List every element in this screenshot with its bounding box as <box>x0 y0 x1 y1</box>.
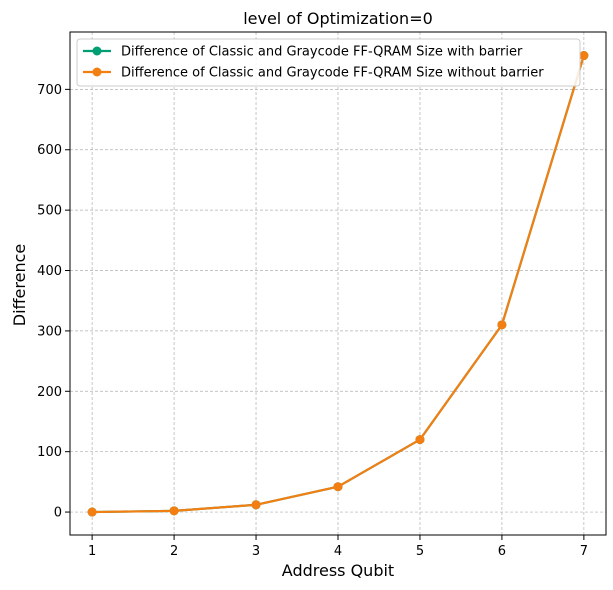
legend-swatch-marker <box>92 67 102 77</box>
data-point <box>251 500 261 510</box>
data-point <box>333 482 343 492</box>
x-tick-label: 7 <box>580 544 588 559</box>
x-tick-label: 5 <box>416 544 424 559</box>
y-tick-label: 300 <box>37 324 62 339</box>
legend-label: Difference of Classic and Graycode FF-QR… <box>121 45 523 60</box>
y-tick-label: 0 <box>54 506 62 521</box>
data-point <box>415 435 425 445</box>
legend-swatch-marker <box>92 46 102 56</box>
chart-title: level of Optimization=0 <box>243 9 433 28</box>
grid <box>70 32 606 535</box>
plot-series <box>87 51 589 517</box>
axis-ticks: 1 2 3 4 5 6 7 0 100 200 300 400 500 600 700 <box>37 83 588 559</box>
x-tick-label: 4 <box>334 544 342 559</box>
y-tick-label: 600 <box>37 143 62 158</box>
x-axis-title: Address Qubit <box>282 561 394 580</box>
data-point <box>169 506 179 516</box>
data-point <box>497 320 507 330</box>
legend: Difference of Classic and Graycode FF-QR… <box>76 38 581 87</box>
data-point <box>87 507 97 517</box>
y-tick-label: 400 <box>37 264 62 279</box>
y-axis-title: Difference <box>10 244 29 326</box>
x-tick-label: 2 <box>170 544 178 559</box>
y-tick-label: 700 <box>37 83 62 98</box>
x-tick-label: 1 <box>88 544 96 559</box>
y-tick-label: 500 <box>37 204 62 219</box>
x-tick-label: 3 <box>252 544 260 559</box>
y-tick-label: 100 <box>37 445 62 460</box>
x-tick-label: 6 <box>498 544 506 559</box>
data-point <box>579 51 589 61</box>
legend-label: Difference of Classic and Graycode FF-QR… <box>121 66 544 81</box>
legend-box <box>76 38 581 87</box>
y-tick-label: 200 <box>37 385 62 400</box>
